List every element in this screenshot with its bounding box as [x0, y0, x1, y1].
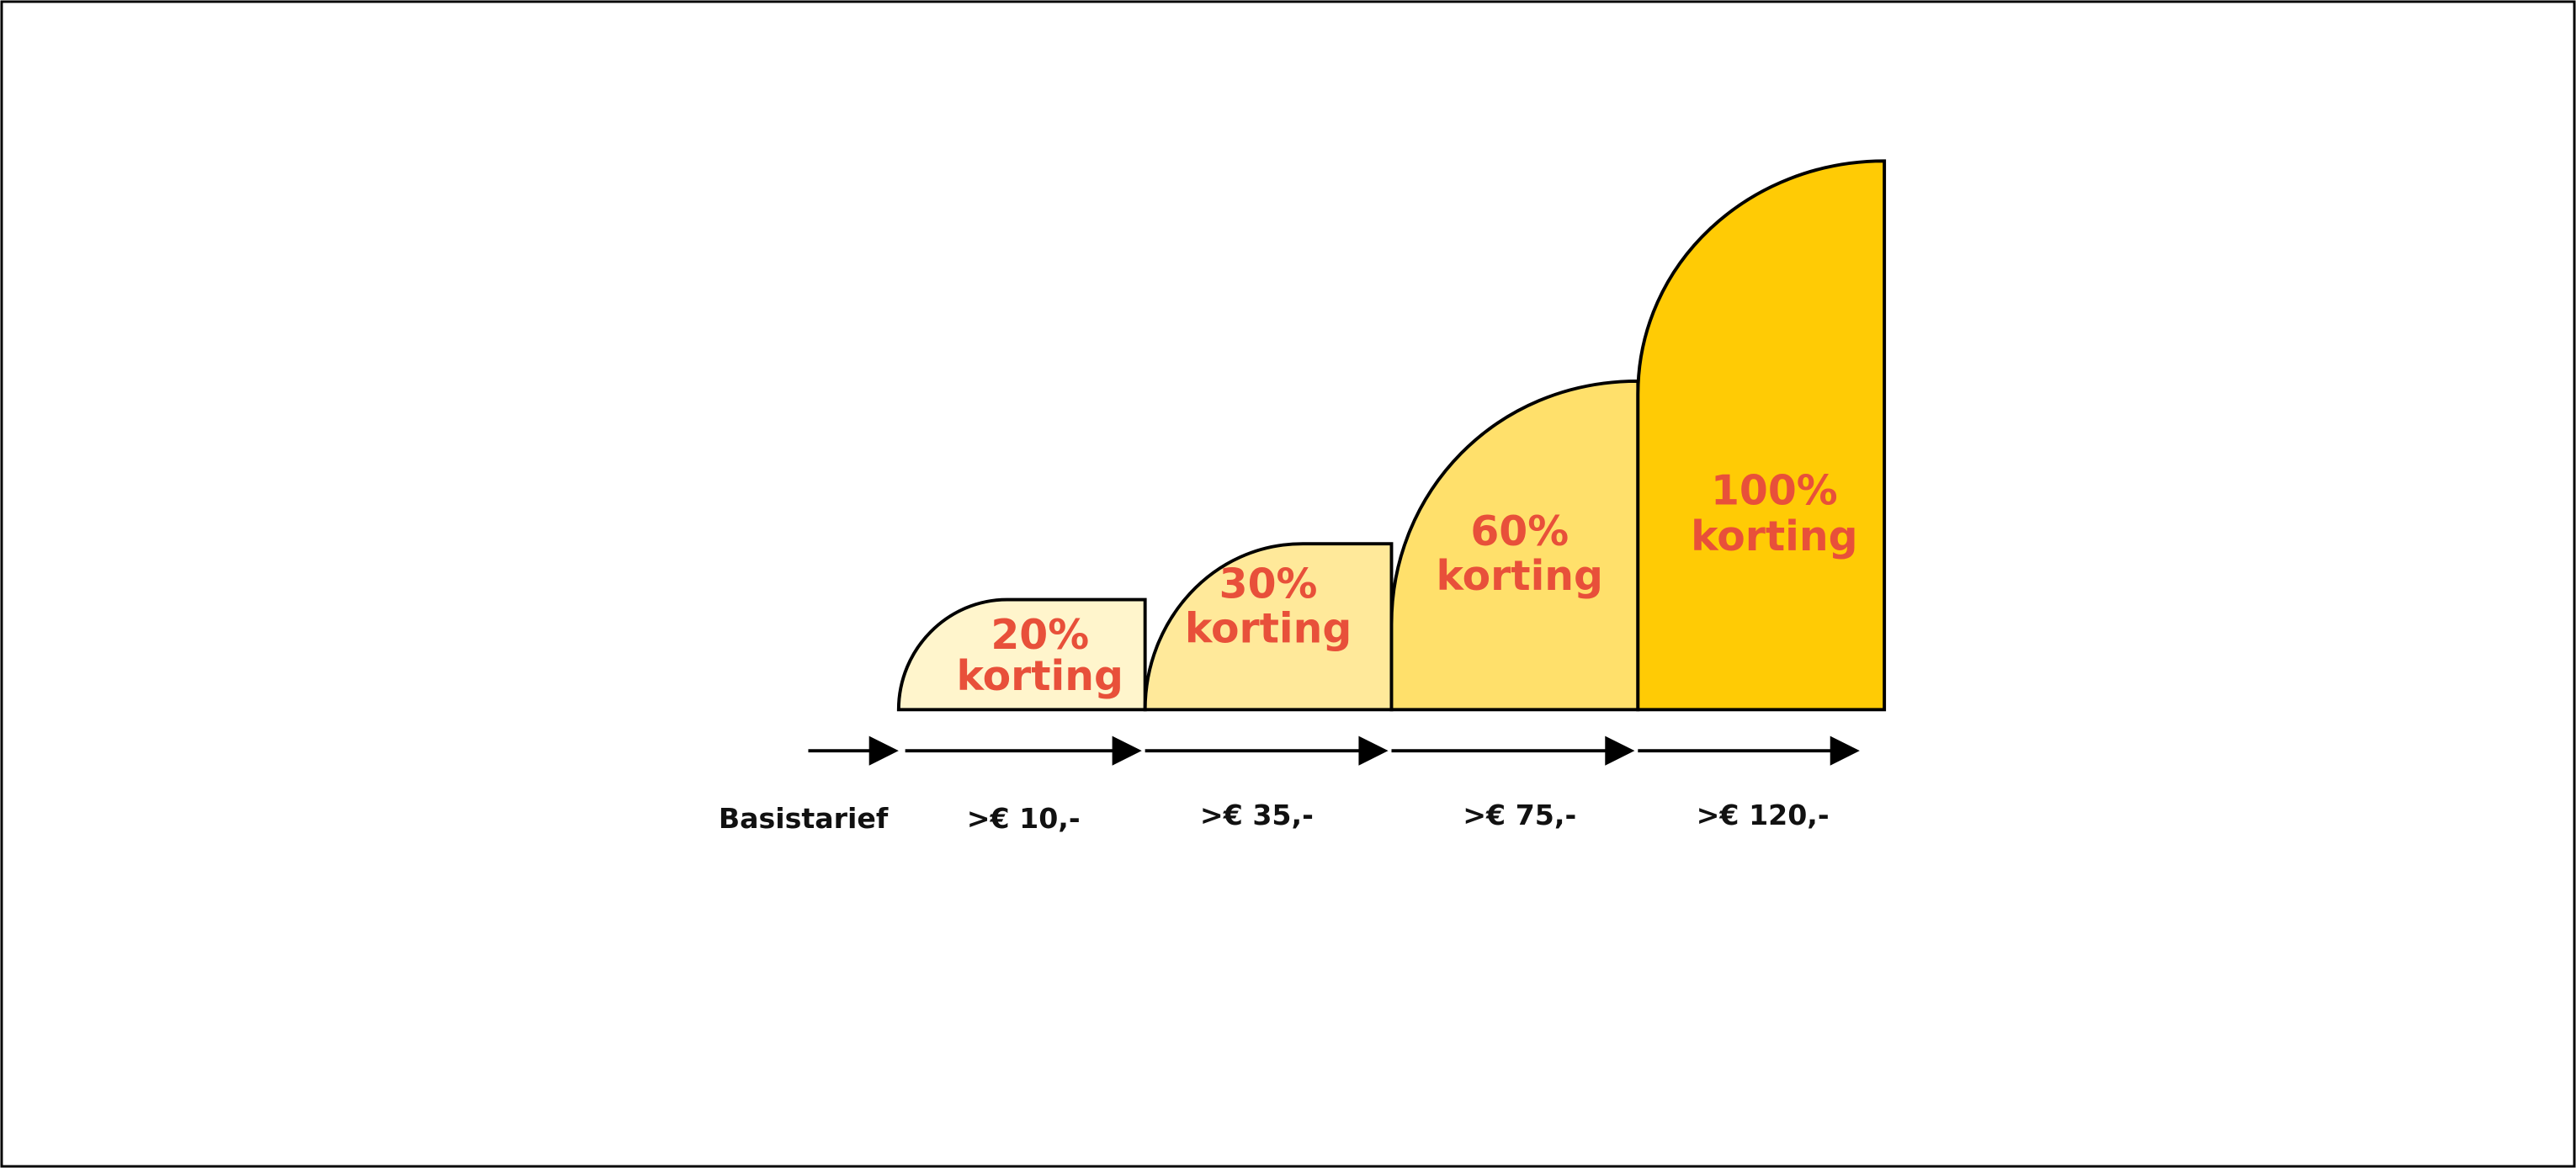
arrow-tier-20: [905, 735, 1142, 766]
tier-word-30: korting: [1185, 604, 1352, 652]
arrow-tier-60: [1391, 735, 1635, 766]
tier-shape-20: [896, 597, 1147, 712]
base-label: Basistarief: [719, 802, 889, 835]
tier-word-20: korting: [956, 652, 1123, 700]
threshold-label-20: >€ 10,-: [967, 802, 1081, 835]
tier-word-100: korting: [1691, 512, 1857, 560]
threshold-label-60: >€ 75,-: [1463, 799, 1576, 831]
tier-shape-30: [1143, 542, 1394, 712]
threshold-label-30: >€ 35,-: [1200, 799, 1314, 831]
tier-discount-30: 30%: [1219, 560, 1318, 608]
tier-discount-20: 20%: [991, 611, 1089, 659]
arrow-tier-30: [1145, 735, 1389, 766]
arrow-tier-100: [1638, 735, 1860, 766]
threshold-label-100: >€ 120,-: [1697, 799, 1830, 831]
arrow-base: [808, 735, 899, 766]
tier-discount-60: 60%: [1470, 507, 1569, 555]
tier-shape-100: [1636, 159, 1887, 712]
tier-shape-60: [1389, 379, 1640, 712]
tier-discount-100: 100%: [1711, 466, 1838, 514]
tier-word-60: korting: [1437, 552, 1603, 600]
